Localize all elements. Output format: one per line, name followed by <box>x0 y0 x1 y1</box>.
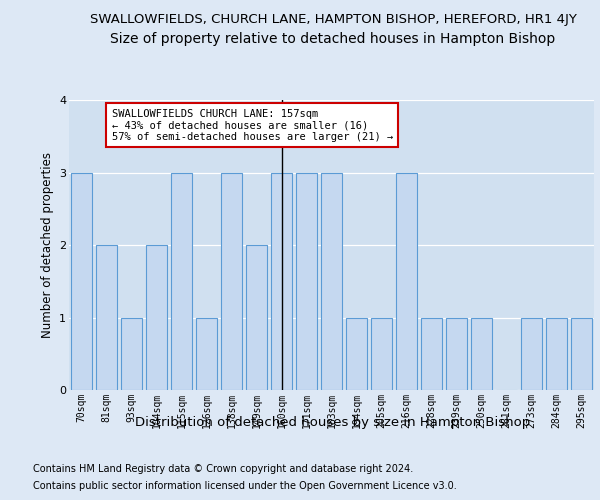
Bar <box>571 318 592 390</box>
Text: SWALLOWFIELDS, CHURCH LANE, HAMPTON BISHOP, HEREFORD, HR1 4JY: SWALLOWFIELDS, CHURCH LANE, HAMPTON BISH… <box>89 12 577 26</box>
Bar <box>446 318 467 390</box>
Bar <box>196 318 217 390</box>
Bar <box>546 318 567 390</box>
Bar <box>321 172 342 390</box>
Bar <box>246 245 267 390</box>
Bar <box>121 318 142 390</box>
Bar <box>221 172 242 390</box>
Text: Contains public sector information licensed under the Open Government Licence v3: Contains public sector information licen… <box>33 481 457 491</box>
Y-axis label: Number of detached properties: Number of detached properties <box>41 152 53 338</box>
Text: Distribution of detached houses by size in Hampton Bishop: Distribution of detached houses by size … <box>136 416 530 429</box>
Bar <box>471 318 492 390</box>
Text: Size of property relative to detached houses in Hampton Bishop: Size of property relative to detached ho… <box>110 32 556 46</box>
Bar <box>96 245 117 390</box>
Bar <box>346 318 367 390</box>
Bar <box>271 172 292 390</box>
Bar <box>371 318 392 390</box>
Text: Contains HM Land Registry data © Crown copyright and database right 2024.: Contains HM Land Registry data © Crown c… <box>33 464 413 474</box>
Text: SWALLOWFIELDS CHURCH LANE: 157sqm
← 43% of detached houses are smaller (16)
57% : SWALLOWFIELDS CHURCH LANE: 157sqm ← 43% … <box>112 108 393 142</box>
Bar <box>71 172 92 390</box>
Bar <box>521 318 542 390</box>
Bar <box>396 172 417 390</box>
Bar <box>296 172 317 390</box>
Bar <box>171 172 192 390</box>
Bar <box>421 318 442 390</box>
Bar <box>146 245 167 390</box>
